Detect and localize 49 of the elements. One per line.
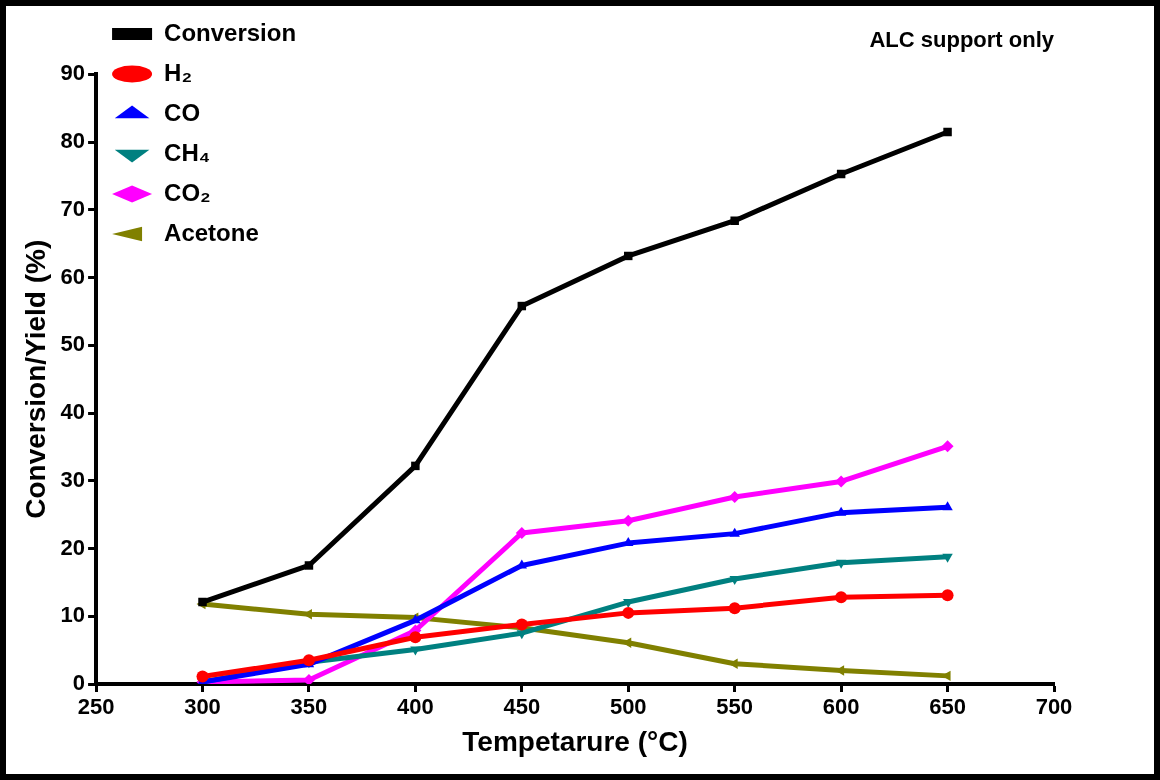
- x-tick-label: 400: [397, 694, 434, 720]
- x-tick-label: 300: [184, 694, 221, 720]
- x-tick-label: 600: [822, 694, 860, 720]
- legend-label: CO: [164, 98, 201, 126]
- y-tick-label: 20: [60, 534, 86, 560]
- point: [835, 475, 848, 488]
- x-tick-label: 350: [290, 694, 328, 720]
- x-tick-label: 550: [716, 694, 754, 720]
- point: [515, 618, 528, 631]
- x-tick-label: 700: [1035, 694, 1073, 720]
- x-tick-label: 650: [929, 694, 966, 720]
- point: [730, 216, 739, 225]
- point: [943, 127, 952, 137]
- point: [941, 440, 954, 453]
- point: [728, 602, 741, 615]
- x-tick-label: 500: [609, 694, 647, 720]
- y-axis-title: Conversion/Yield (%): [19, 239, 51, 519]
- point: [409, 631, 422, 644]
- legend-label: Conversion: [164, 18, 297, 46]
- legend-label: H₂: [164, 58, 193, 86]
- x-axis-title: Tempetarure (°C): [462, 725, 688, 757]
- point: [728, 491, 741, 504]
- point: [835, 559, 847, 569]
- y-tick-label: 30: [60, 466, 86, 492]
- x-tick-label: 450: [503, 694, 541, 720]
- point: [941, 589, 954, 602]
- point: [304, 561, 314, 570]
- point: [729, 527, 740, 537]
- y-tick-label: 60: [60, 263, 86, 289]
- legend-label: CH₄: [164, 138, 211, 166]
- y-tick-label: 50: [60, 331, 86, 357]
- point: [411, 461, 420, 471]
- legend-label: Acetone: [164, 218, 259, 246]
- y-tick-label: 80: [60, 128, 86, 154]
- y-tick-label: 0: [72, 670, 86, 696]
- point: [410, 646, 421, 656]
- point: [196, 670, 209, 683]
- y-tick-label: 40: [60, 399, 86, 425]
- point: [622, 606, 635, 619]
- x-tick-label: 250: [77, 694, 115, 720]
- y-tick-label: 10: [60, 602, 86, 628]
- point: [942, 553, 953, 563]
- chart-title: ALC support only: [869, 27, 1055, 53]
- y-tick-label: 70: [60, 195, 86, 221]
- point: [835, 591, 848, 604]
- y-tick-label: 90: [60, 60, 86, 86]
- legend-label: CO₂: [164, 178, 211, 206]
- point: [942, 501, 953, 511]
- point: [302, 654, 315, 667]
